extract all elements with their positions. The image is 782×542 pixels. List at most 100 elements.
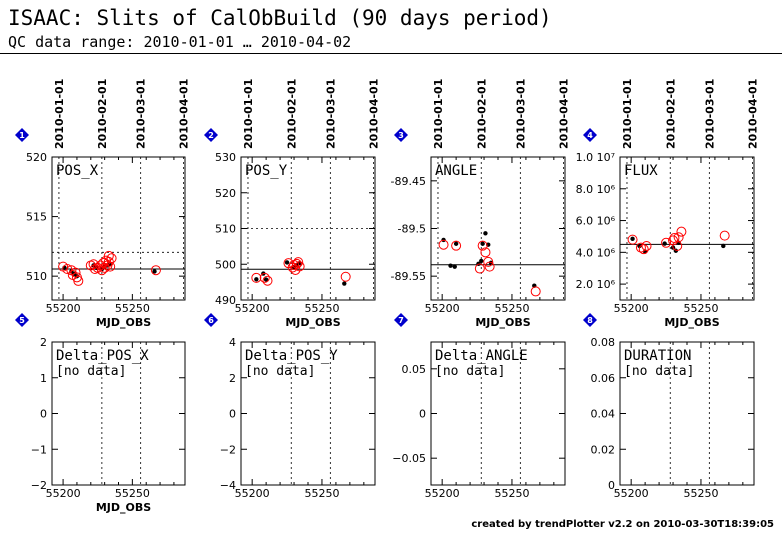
y-tick-label: -89.45 bbox=[391, 175, 426, 188]
x-tick-label: 55200 bbox=[614, 302, 649, 315]
panel-number: 6 bbox=[208, 316, 214, 325]
model-point bbox=[152, 269, 157, 274]
date-tick-label: 2010-01-01 bbox=[53, 79, 66, 149]
measured-point bbox=[106, 253, 117, 264]
y-tick-label: 510 bbox=[26, 270, 47, 283]
panel-title: Delta_POS_X bbox=[56, 348, 149, 364]
x-tick-label: 55250 bbox=[115, 487, 150, 500]
measured-point bbox=[530, 286, 541, 297]
measured-point bbox=[259, 272, 270, 283]
y-tick-label: −4 bbox=[220, 479, 236, 492]
x-tick-label: 55200 bbox=[235, 302, 270, 315]
measured-point bbox=[262, 275, 273, 286]
panel-badge-icon bbox=[394, 128, 408, 142]
panel-badge-icon bbox=[583, 128, 597, 142]
y-tick-label: 4.0 10⁶ bbox=[576, 246, 616, 259]
y-tick-label: 520 bbox=[26, 151, 47, 164]
panel-title: FLUX bbox=[624, 163, 658, 179]
measured-point bbox=[477, 240, 488, 251]
model-point bbox=[342, 281, 347, 286]
model-point bbox=[662, 241, 667, 246]
panel-4: 2010-01-01 2010-02-01 2010-03-01 2010-04-01… bbox=[576, 79, 760, 329]
panel-title: ANGLE bbox=[435, 163, 477, 179]
measured-point bbox=[251, 272, 262, 283]
measured-point bbox=[438, 239, 449, 250]
measured-point bbox=[340, 271, 351, 282]
model-point bbox=[284, 260, 290, 265]
measured-point bbox=[676, 226, 687, 237]
y-tick-label: 0.05 bbox=[402, 363, 427, 376]
panel-badge-icon bbox=[394, 313, 408, 327]
model-point bbox=[483, 231, 488, 236]
y-tick-label: 0 bbox=[608, 479, 615, 492]
y-tick-label: 490 bbox=[215, 294, 236, 307]
measured-point bbox=[673, 232, 684, 243]
panel-title: Delta_POS_Y bbox=[245, 348, 338, 364]
measured-point bbox=[635, 242, 646, 253]
no-data-note: [no data] bbox=[624, 364, 694, 379]
date-tick-label: 2010-03-01 bbox=[135, 79, 148, 149]
y-tick-label: 510 bbox=[215, 223, 236, 236]
measured-point bbox=[150, 265, 161, 276]
date-tick-label: 2010-02-01 bbox=[96, 79, 109, 149]
y-tick-label: 0.02 bbox=[591, 443, 616, 456]
measured-point bbox=[483, 256, 494, 267]
no-data-note: [no data] bbox=[245, 364, 315, 379]
measured-point bbox=[103, 256, 114, 267]
model-point bbox=[452, 264, 457, 269]
date-tick-label: 2010-01-01 bbox=[432, 79, 445, 149]
x-tick-label: 55250 bbox=[683, 487, 718, 500]
no-data-note: [no data] bbox=[56, 364, 126, 379]
x-tick-label: 55200 bbox=[425, 302, 460, 315]
panel-number: 8 bbox=[587, 316, 593, 325]
measured-point bbox=[291, 258, 302, 269]
panel-6: −4 −2 0 2 4 55200 55250 Delta_POS_Y[no data] 6 bbox=[204, 313, 376, 500]
footer-credit: created by trendPlotter v2.2 on 2010-03-… bbox=[471, 519, 774, 530]
measured-point bbox=[73, 275, 84, 286]
y-tick-label: −2 bbox=[31, 479, 47, 492]
measured-point bbox=[661, 237, 672, 248]
y-tick-label: 8.0 10⁶ bbox=[576, 183, 616, 196]
date-tick-label: 2010-01-01 bbox=[621, 79, 634, 149]
panel-3: 2010-01-01 2010-02-01 2010-03-01 2010-04-01… bbox=[391, 79, 571, 329]
page-title: ISAAC: Slits of CalObBuild (90 days peri… bbox=[8, 6, 552, 30]
page-subtitle: QC data range: 2010-01-01 … 2010-04-02 bbox=[8, 33, 352, 51]
y-tick-label: 2.0 10⁶ bbox=[576, 278, 616, 291]
date-tick-label: 2010-03-01 bbox=[514, 79, 527, 149]
model-point bbox=[448, 263, 453, 268]
x-tick-label: 55200 bbox=[614, 487, 649, 500]
measured-point bbox=[474, 263, 485, 274]
x-axis-label: MJD_OBS bbox=[475, 316, 530, 329]
measured-point bbox=[451, 240, 462, 251]
panel-number: 4 bbox=[587, 131, 593, 140]
panel-number: 3 bbox=[398, 131, 404, 140]
panel-2: 2010-01-01 2010-02-01 2010-03-01 2010-04-01… bbox=[204, 79, 381, 329]
model-point bbox=[630, 236, 635, 242]
y-tick-label: −0.05 bbox=[392, 452, 426, 465]
measured-point bbox=[638, 244, 649, 255]
x-tick-label: 55200 bbox=[46, 302, 81, 315]
date-tick-label: 2010-04-01 bbox=[178, 79, 191, 149]
model-point bbox=[480, 241, 485, 246]
measured-point bbox=[293, 257, 304, 268]
x-tick-label: 55200 bbox=[425, 487, 460, 500]
panel-title: Delta_ANGLE bbox=[435, 348, 528, 364]
model-point bbox=[637, 243, 642, 249]
panel-title: DURATION bbox=[624, 348, 691, 364]
x-axis-label: MJD_OBS bbox=[285, 316, 340, 329]
y-tick-label: 0 bbox=[40, 408, 47, 421]
model-point bbox=[453, 241, 459, 246]
y-tick-label: 0 bbox=[229, 408, 236, 421]
x-tick-label: 55250 bbox=[304, 487, 339, 500]
y-tick-label: −1 bbox=[31, 443, 47, 456]
x-tick-label: 55200 bbox=[46, 487, 81, 500]
measured-point bbox=[294, 261, 305, 272]
measured-point bbox=[62, 264, 73, 275]
date-tick-label: 2010-03-01 bbox=[703, 79, 716, 149]
x-tick-label: 55200 bbox=[235, 487, 270, 500]
date-tick-label: 2010-01-01 bbox=[242, 79, 255, 149]
x-tick-label: 55250 bbox=[304, 302, 339, 315]
panel-badge-icon bbox=[15, 313, 29, 327]
x-tick-label: 55250 bbox=[115, 302, 150, 315]
